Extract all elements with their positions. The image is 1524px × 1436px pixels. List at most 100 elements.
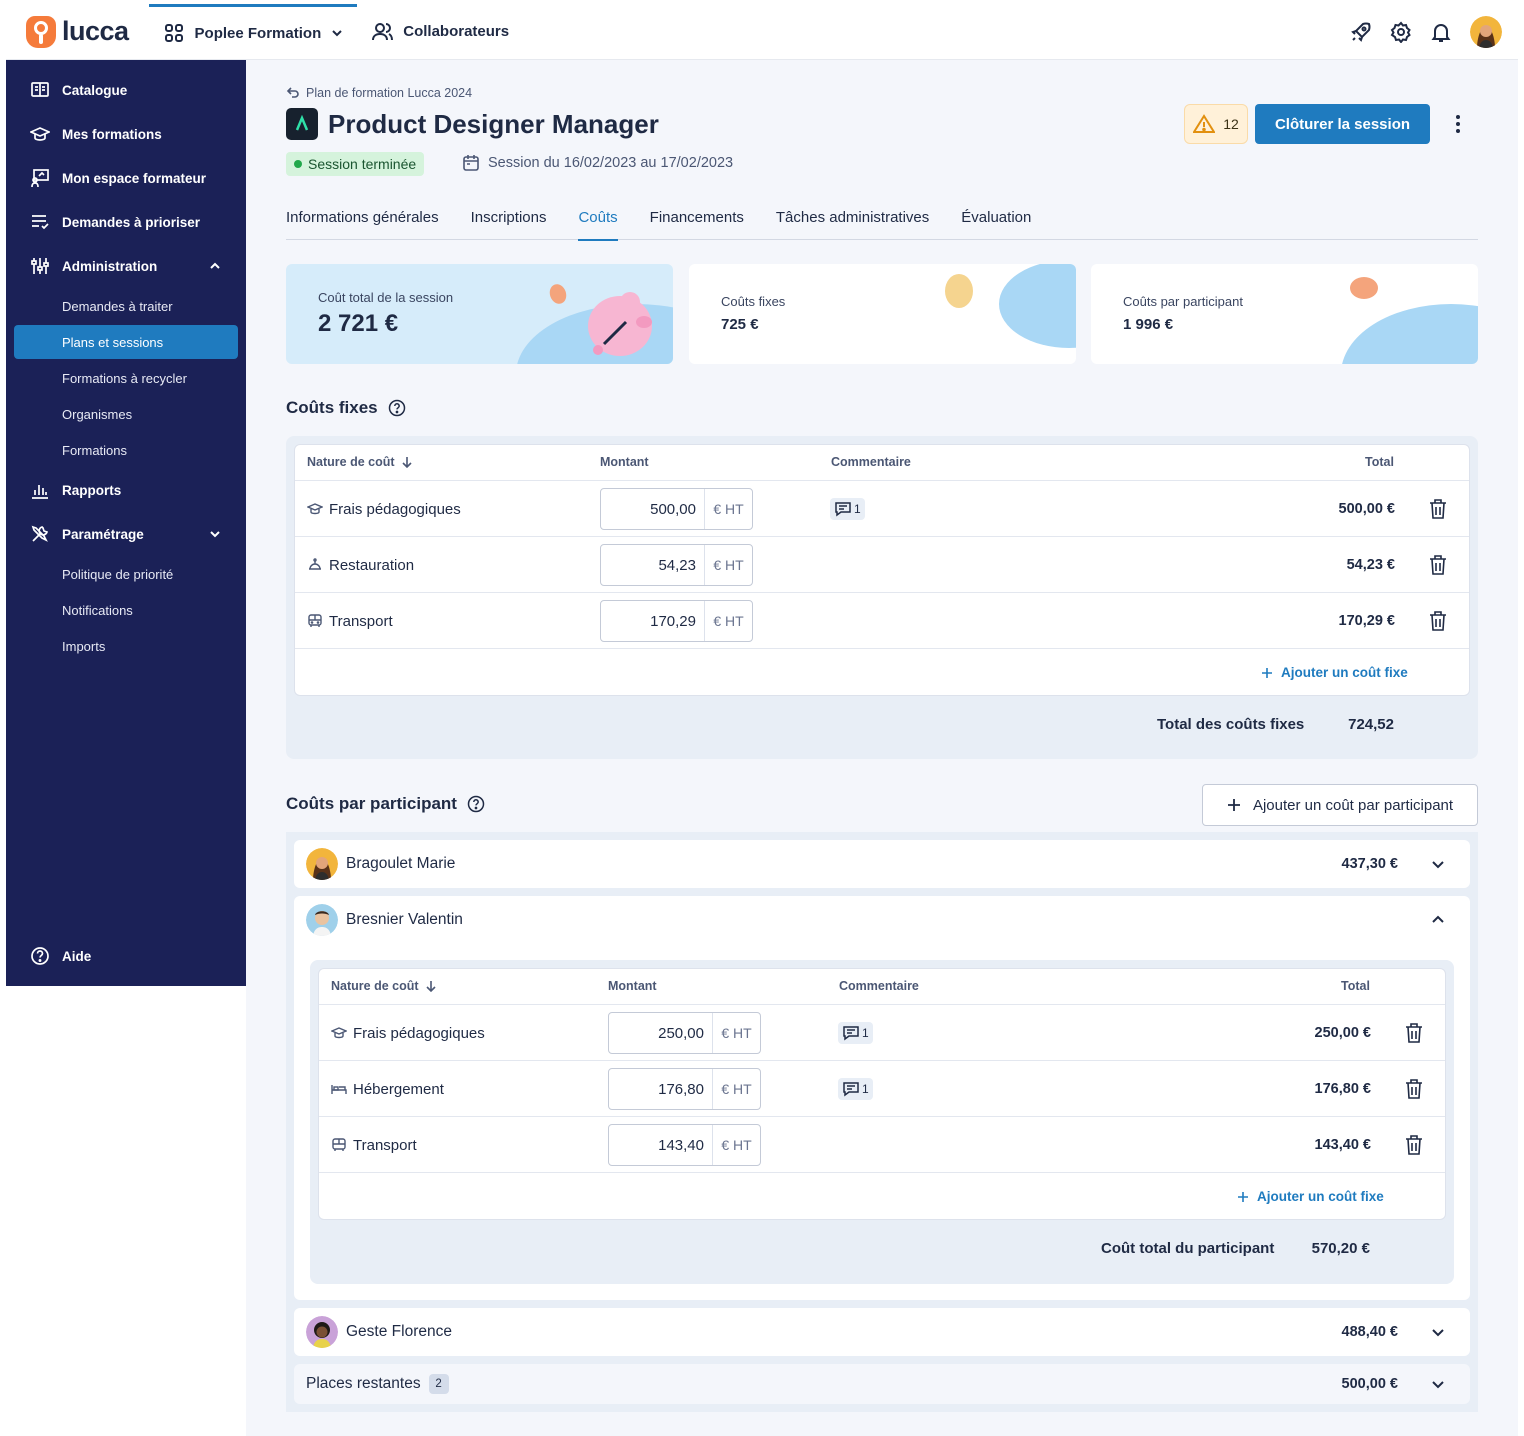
participant-header[interactable]: Bragoulet Marie 437,30 € <box>294 840 1470 888</box>
section-title-text: Coûts fixes <box>286 398 378 417</box>
tab-evaluation[interactable]: Évaluation <box>961 208 1032 226</box>
sidebar-item-catalogue[interactable]: Catalogue <box>6 74 246 106</box>
amount-value[interactable]: 250,00 <box>609 1013 713 1053</box>
amount-value[interactable]: 500,00 <box>601 489 705 529</box>
participant-row[interactable]: Bragoulet Marie 437,30 € <box>294 840 1470 888</box>
sidebar-item-administration[interactable]: Administration <box>6 250 246 282</box>
fixed-costs-sum-label: Total des coûts fixes <box>1157 716 1305 733</box>
tab-inscriptions[interactable]: Inscriptions <box>470 208 547 226</box>
amount-value[interactable]: 170,29 <box>601 601 705 641</box>
amount-value[interactable]: 176,80 <box>609 1069 713 1109</box>
amount-input[interactable]: 250,00 € HT <box>608 1012 761 1054</box>
participant-header[interactable]: Geste Florence 488,40 € <box>294 1308 1470 1356</box>
sidebar-item-aide[interactable]: Aide <box>6 940 246 972</box>
amount-input[interactable]: 170,29 € HT <box>600 600 753 642</box>
amount-input[interactable]: 54,23 € HT <box>600 544 753 586</box>
sort-down-icon <box>401 457 412 468</box>
amount-input[interactable]: 176,80 € HT <box>608 1068 761 1110</box>
sidebar-sub-plans-sessions[interactable]: Plans et sessions <box>14 325 238 359</box>
chevron-up-icon[interactable] <box>1430 912 1446 928</box>
participant-costs-detail: Nature de coût Montant Commentaire Total… <box>310 960 1454 1284</box>
lucca-logo[interactable]: lucca <box>26 15 129 48</box>
add-cost-link[interactable]: Ajouter un coût fixe <box>1237 1189 1384 1204</box>
table-row: Restauration 54,23 € HT 54,23 € <box>295 536 1469 592</box>
sidebar-item-rapports[interactable]: Rapports <box>6 474 246 506</box>
user-avatar[interactable] <box>1470 15 1502 48</box>
sidebar-item-espace-formateur[interactable]: Mon espace formateur <box>6 162 246 194</box>
comment-chip[interactable]: 1 <box>830 498 865 520</box>
sidebar-sub-organismes[interactable]: Organismes <box>62 406 133 422</box>
chevron-down-icon[interactable] <box>1430 1376 1446 1392</box>
header-total: Total <box>1365 455 1394 469</box>
collaborateurs-label: Collaborateurs <box>403 23 510 40</box>
fixed-costs-table: Nature de coût Montant Commentaire Total… <box>294 444 1470 696</box>
sidebar-sub-politique-priorite[interactable]: Politique de priorité <box>62 566 174 582</box>
header-amount: Montant <box>600 455 649 469</box>
chevron-down-icon[interactable] <box>1430 856 1446 872</box>
participant-header[interactable]: Bresnier Valentin <box>294 896 1470 944</box>
sidebar-sub-notifications[interactable]: Notifications <box>62 602 133 618</box>
main-content: Plan de formation Lucca 2024 Product Des… <box>246 60 1518 1436</box>
sidebar-sub-demandes-traiter[interactable]: Demandes à traiter <box>62 298 173 314</box>
collaborateurs-link[interactable]: Collaborateurs <box>357 4 523 60</box>
trash-icon[interactable] <box>1403 1078 1425 1100</box>
table-row: Frais pédagogiques 250,00 € HT 1 250,00 … <box>319 1004 1445 1060</box>
comment-chip[interactable]: 1 <box>838 1078 873 1100</box>
participant-row-expanded: Bresnier Valentin Nature de coût Montant… <box>294 896 1470 1300</box>
amount-value[interactable]: 54,23 <box>601 545 705 585</box>
trash-icon[interactable] <box>1403 1022 1425 1044</box>
sidebar-item-mes-formations[interactable]: Mes formations <box>6 118 246 150</box>
warning-chip[interactable]: 12 <box>1184 104 1248 144</box>
trash-icon[interactable] <box>1427 610 1449 632</box>
row-total: 500,00 € <box>1338 501 1395 517</box>
sidebar-item-demandes-prioriser[interactable]: Demandes à prioriser <box>6 206 246 238</box>
chevron-down-icon <box>210 531 220 538</box>
status-badge: Session terminée <box>286 152 425 176</box>
amount-value[interactable]: 143,40 <box>609 1125 713 1165</box>
bell-icon[interactable] <box>1430 21 1452 43</box>
trash-icon[interactable] <box>1427 554 1449 576</box>
remaining-places-row[interactable]: Places restantes 2 500,00 € <box>294 1364 1470 1404</box>
logo-text: lucca <box>62 16 129 46</box>
tab-taches[interactable]: Tâches administratives <box>775 208 930 226</box>
gear-icon[interactable] <box>1390 21 1412 43</box>
tab-couts[interactable]: Coûts <box>578 194 633 241</box>
fixed-costs-panel: Nature de coût Montant Commentaire Total… <box>286 436 1478 759</box>
header-comment: Commentaire <box>831 455 911 469</box>
close-session-button[interactable]: Clôturer la session <box>1255 104 1430 144</box>
help-circle-icon[interactable] <box>467 795 485 813</box>
sidebar-sub-imports[interactable]: Imports <box>62 638 106 654</box>
grid-icon <box>164 24 183 42</box>
card-label: Coût total de la session <box>318 290 454 305</box>
sidebar-item-parametrage[interactable]: Paramétrage <box>6 518 246 550</box>
header-nature[interactable]: Nature de coût <box>331 979 437 993</box>
more-options-icon[interactable] <box>1448 112 1468 136</box>
row-total: 143,40 € <box>1314 1137 1371 1153</box>
sidebar-sub-formations[interactable]: Formations <box>62 442 128 458</box>
amount-unit: € HT <box>721 1025 752 1041</box>
book-icon <box>31 82 49 97</box>
card-label: Coûts par participant <box>1123 294 1243 309</box>
cost-nature: Frais pédagogiques <box>307 481 461 537</box>
participant-row[interactable]: Geste Florence 488,40 € <box>294 1308 1470 1356</box>
rocket-icon[interactable] <box>1350 21 1372 43</box>
remaining-places-header[interactable]: Places restantes 2 500,00 € <box>294 1364 1470 1404</box>
warning-icon <box>1193 114 1216 133</box>
amount-input[interactable]: 500,00 € HT <box>600 488 753 530</box>
tab-informations[interactable]: Informations générales <box>286 208 439 226</box>
trash-icon[interactable] <box>1403 1134 1425 1156</box>
app-switcher[interactable]: Poplee Formation <box>148 3 358 60</box>
chevron-down-icon[interactable] <box>1430 1324 1446 1340</box>
participant-sum-label: Coût total du participant <box>1101 1240 1275 1257</box>
help-circle-icon[interactable] <box>388 399 406 417</box>
amount-input[interactable]: 143,40 € HT <box>608 1124 761 1166</box>
trash-icon[interactable] <box>1427 498 1449 520</box>
comment-chip[interactable]: 1 <box>838 1022 873 1044</box>
breadcrumb[interactable]: Plan de formation Lucca 2024 <box>286 86 472 100</box>
tab-financements[interactable]: Financements <box>649 208 744 226</box>
add-participant-cost-button[interactable]: Ajouter un coût par participant <box>1202 784 1478 826</box>
header-nature[interactable]: Nature de coût <box>307 455 413 469</box>
list-check-icon <box>32 215 49 230</box>
add-fixed-cost-link[interactable]: Ajouter un coût fixe <box>1261 665 1408 680</box>
sidebar-sub-formations-recycler[interactable]: Formations à recycler <box>62 370 187 386</box>
